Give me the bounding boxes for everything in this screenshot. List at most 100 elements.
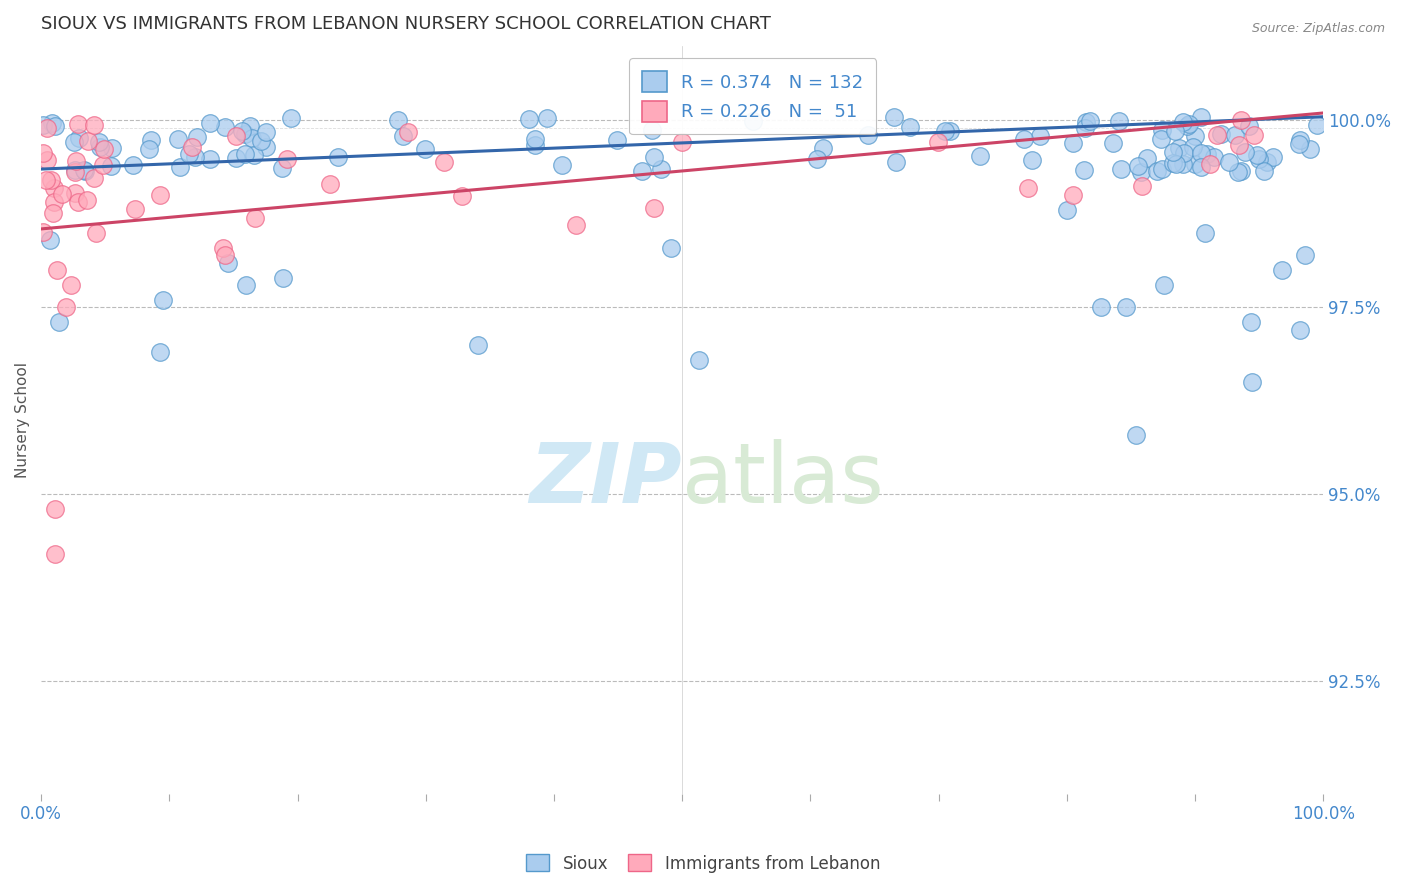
Point	[396, 125, 419, 139]
Point	[467, 338, 489, 352]
Point	[1198, 157, 1220, 171]
Point	[1173, 145, 1195, 160]
Point	[32, 225, 55, 239]
Point	[83, 118, 105, 132]
Point	[37, 153, 59, 168]
Point	[83, 171, 105, 186]
Point	[166, 132, 188, 146]
Point	[235, 128, 257, 142]
Point	[1062, 136, 1084, 151]
Text: atlas: atlas	[682, 439, 884, 520]
Point	[1237, 120, 1260, 134]
Point	[1073, 163, 1095, 178]
Point	[1029, 129, 1052, 144]
Point	[811, 140, 834, 154]
Point	[87, 135, 110, 149]
Point	[76, 193, 98, 207]
Point	[883, 111, 905, 125]
Point	[254, 125, 277, 139]
Point	[243, 211, 266, 225]
Point	[1168, 141, 1191, 155]
Point	[524, 137, 547, 152]
Point	[1227, 165, 1250, 179]
Y-axis label: Nursery School: Nursery School	[15, 361, 30, 478]
Point	[969, 148, 991, 162]
Point	[1227, 137, 1250, 152]
Point	[186, 129, 208, 144]
Point	[1152, 122, 1174, 136]
Point	[631, 163, 654, 178]
Point	[1146, 164, 1168, 178]
Point	[1171, 114, 1194, 128]
Point	[856, 128, 879, 142]
Point	[280, 111, 302, 125]
Point	[177, 147, 200, 161]
Point	[536, 112, 558, 126]
Point	[1243, 128, 1265, 142]
Point	[934, 124, 956, 138]
Point	[84, 226, 107, 240]
Point	[89, 140, 111, 154]
Point	[250, 134, 273, 148]
Point	[276, 152, 298, 166]
Point	[1234, 145, 1257, 160]
Point	[44, 502, 66, 516]
Point	[1056, 203, 1078, 218]
Point	[1178, 117, 1201, 131]
Point	[35, 173, 58, 187]
Point	[939, 123, 962, 137]
Point	[73, 162, 96, 177]
Point	[271, 270, 294, 285]
Point	[742, 114, 765, 128]
Point	[391, 128, 413, 143]
Point	[44, 119, 66, 133]
Legend: R = 0.374   N = 132, R = 0.226   N =  51: R = 0.374 N = 132, R = 0.226 N = 51	[628, 59, 876, 135]
Point	[41, 205, 63, 219]
Point	[32, 118, 55, 132]
Point	[42, 194, 65, 209]
Point	[181, 140, 204, 154]
Point	[48, 315, 70, 329]
Point	[1240, 315, 1263, 329]
Point	[1149, 131, 1171, 145]
Point	[44, 547, 66, 561]
Point	[806, 152, 828, 166]
Point	[1171, 157, 1194, 171]
Point	[884, 155, 907, 169]
Text: Source: ZipAtlas.com: Source: ZipAtlas.com	[1251, 22, 1385, 36]
Point	[1017, 181, 1039, 195]
Point	[1102, 136, 1125, 150]
Point	[413, 142, 436, 156]
Point	[650, 162, 672, 177]
Point	[149, 345, 172, 359]
Point	[67, 117, 90, 131]
Point	[139, 133, 162, 147]
Point	[152, 293, 174, 307]
Point	[1076, 115, 1098, 129]
Point	[225, 151, 247, 165]
Point	[63, 162, 86, 177]
Point	[1136, 151, 1159, 165]
Point	[1161, 155, 1184, 169]
Point	[387, 112, 409, 127]
Point	[1164, 124, 1187, 138]
Point	[1080, 114, 1102, 128]
Point	[1189, 145, 1212, 160]
Point	[1189, 110, 1212, 124]
Point	[1241, 376, 1264, 390]
Text: SIOUX VS IMMIGRANTS FROM LEBANON NURSERY SCHOOL CORRELATION CHART: SIOUX VS IMMIGRANTS FROM LEBANON NURSERY…	[41, 15, 770, 33]
Point	[659, 241, 682, 255]
Point	[198, 115, 221, 129]
Point	[1164, 157, 1187, 171]
Point	[328, 150, 350, 164]
Point	[67, 194, 90, 209]
Point	[1197, 147, 1219, 161]
Point	[1306, 119, 1329, 133]
Point	[1108, 113, 1130, 128]
Point	[1090, 301, 1112, 315]
Point	[1194, 226, 1216, 240]
Point	[1150, 161, 1173, 176]
Point	[1299, 142, 1322, 156]
Point	[39, 172, 62, 186]
Point	[1256, 154, 1278, 169]
